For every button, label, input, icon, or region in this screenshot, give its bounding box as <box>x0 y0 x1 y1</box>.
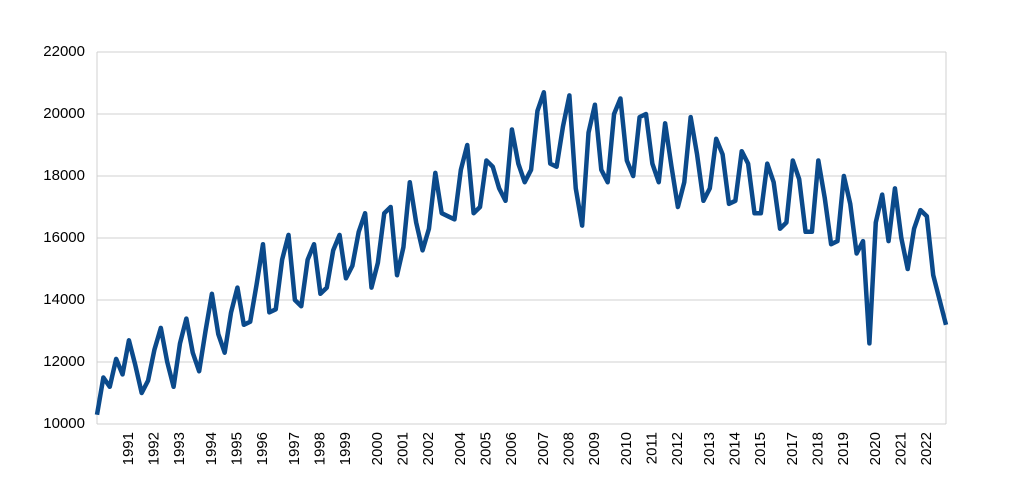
x-tick-label: 2006 <box>503 432 520 465</box>
x-tick-label: 2005 <box>477 432 494 465</box>
x-tick-label: 1995 <box>228 432 245 465</box>
x-tick-label: 2011 <box>643 432 660 464</box>
x-tick-label: 1996 <box>254 432 271 465</box>
x-tick-label: 1998 <box>311 432 328 465</box>
y-tick-label: 18000 <box>43 167 85 184</box>
x-tick-label: 2012 <box>669 432 686 465</box>
x-tick-label: 2000 <box>369 432 386 465</box>
x-tick-label: 2008 <box>560 432 577 465</box>
x-tick-label: 1992 <box>145 432 162 465</box>
x-tick-label: 2007 <box>535 432 552 465</box>
x-tick-label: 1991 <box>120 432 137 465</box>
y-tick-label: 14000 <box>43 291 85 308</box>
x-tick-label: 1999 <box>337 432 354 465</box>
y-tick-label: 12000 <box>43 353 85 370</box>
x-tick-label: 2004 <box>452 432 469 465</box>
x-tick-label: 2010 <box>618 432 635 465</box>
line <box>94 90 949 416</box>
x-tick-label: 2019 <box>835 432 852 465</box>
x-tick-label: 1994 <box>203 432 220 465</box>
y-tick-label: 16000 <box>43 229 85 246</box>
y-tick-label: 20000 <box>43 105 85 122</box>
y-tick-label: 22000 <box>43 43 85 60</box>
x-tick-label: 2020 <box>867 432 884 465</box>
x-tick-label: 2014 <box>726 432 743 465</box>
x-tick-label: 2015 <box>752 432 769 465</box>
x-tick-label: 1997 <box>286 432 303 465</box>
x-tick-label: 2018 <box>809 432 826 465</box>
x-tick-label: 1993 <box>171 432 188 465</box>
x-tick-label: 2017 <box>784 432 801 465</box>
x-tick-label: 2002 <box>420 432 437 465</box>
x-tick-label: 2022 <box>918 432 935 465</box>
x-tick-label: 2009 <box>586 432 603 465</box>
x-tick-label: 2021 <box>892 432 909 465</box>
x-tick-label: 2001 <box>394 432 411 465</box>
y-tick-label: 10000 <box>43 415 85 432</box>
x-tick-label: 2013 <box>701 432 718 465</box>
